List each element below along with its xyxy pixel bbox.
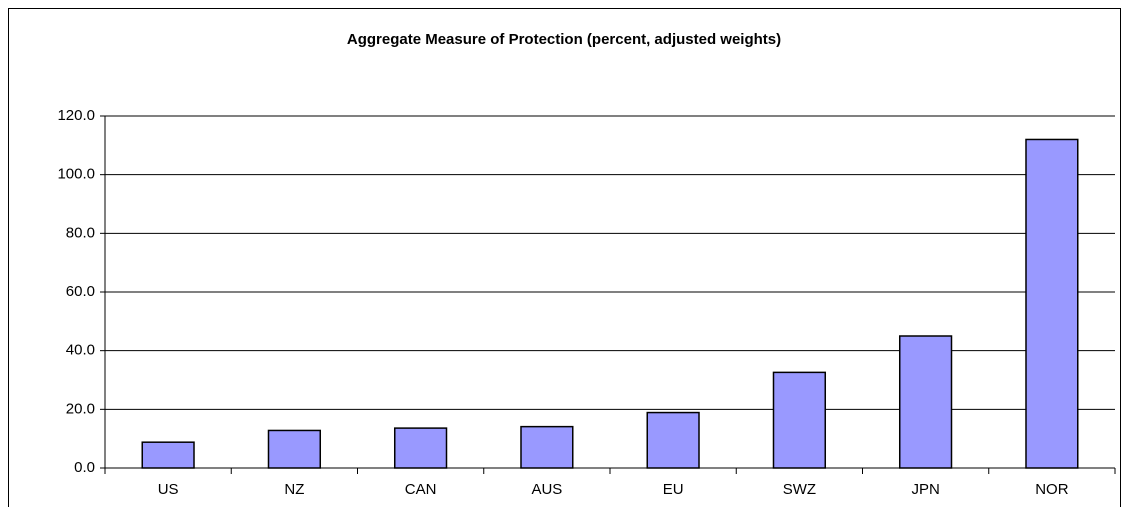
bar xyxy=(772,371,827,469)
x-tick-label: NZ xyxy=(284,481,304,498)
x-tick-label: NOR xyxy=(1035,481,1069,498)
chart-title: Aggregate Measure of Protection (percent… xyxy=(347,31,781,48)
y-tick-label: 20.0 xyxy=(66,400,95,417)
bar xyxy=(898,335,953,469)
bar xyxy=(393,427,448,469)
x-tick-label: CAN xyxy=(405,481,437,498)
bar xyxy=(267,429,322,469)
y-tick-label: 100.0 xyxy=(57,166,95,183)
y-tick-label: 60.0 xyxy=(66,283,95,300)
x-tick-label: JPN xyxy=(911,481,939,498)
x-tick-label: EU xyxy=(663,481,684,498)
y-tick-label: 120.0 xyxy=(57,107,95,124)
x-tick-label: US xyxy=(158,481,179,498)
bar xyxy=(520,425,574,469)
y-tick-label: 80.0 xyxy=(66,224,95,241)
bar xyxy=(141,441,195,469)
y-tick-label: 0.0 xyxy=(74,459,95,476)
bar xyxy=(1025,138,1079,469)
bar xyxy=(646,411,700,469)
x-tick-label: SWZ xyxy=(783,481,816,498)
y-tick-label: 40.0 xyxy=(66,342,95,359)
x-tick-label: AUS xyxy=(531,481,562,498)
